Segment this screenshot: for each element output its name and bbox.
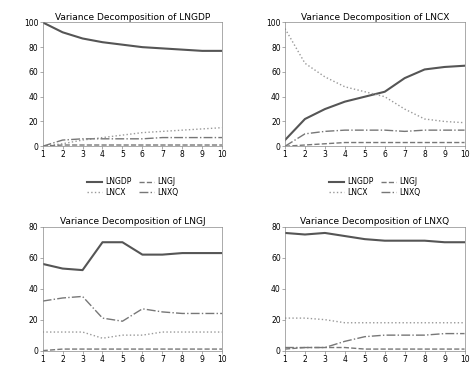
Legend: LNGDP, LNCX, LNGJ, LNXQ: LNGDP, LNCX, LNGJ, LNXQ: [87, 177, 178, 197]
Legend: LNGDP, LNCX, LNGJ, LNXQ: LNGDP, LNCX, LNGJ, LNXQ: [329, 177, 420, 197]
Title: Variance Decomposition of LNXQ: Variance Decomposition of LNXQ: [300, 217, 449, 226]
Title: Variance Decomposition of LNGJ: Variance Decomposition of LNGJ: [60, 217, 205, 226]
Title: Variance Decomposition of LNCX: Variance Decomposition of LNCX: [301, 13, 449, 22]
Title: Variance Decomposition of LNGDP: Variance Decomposition of LNGDP: [55, 13, 210, 22]
